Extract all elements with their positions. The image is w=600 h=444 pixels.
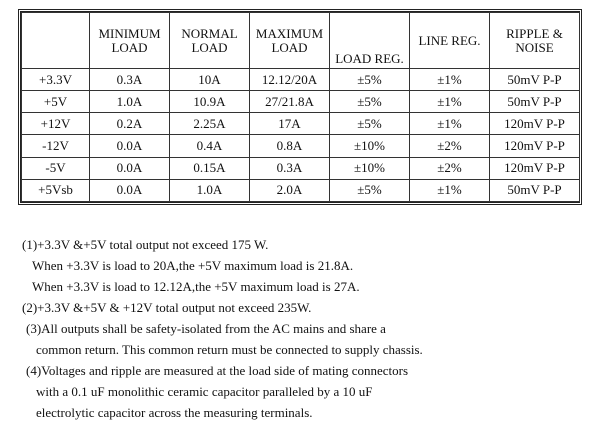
cell-line-reg: ±2% — [409, 134, 490, 158]
table-header-row: MINIMUM LOAD NORMAL LOAD MAXIMUM LOAD LO… — [21, 12, 580, 69]
cell-normal-load: 0.4A — [169, 134, 250, 158]
header-cell-rail — [21, 12, 90, 69]
cell-line-reg: ±1% — [409, 90, 490, 114]
cell-rail: +5Vsb — [21, 178, 90, 203]
output-spec-table: MINIMUM LOAD NORMAL LOAD MAXIMUM LOAD LO… — [21, 12, 580, 203]
cell-maximum-load: 17A — [249, 112, 330, 136]
cell-normal-load: 2.25A — [169, 112, 250, 136]
note-1-detail-a: When +3.3V is load to 20A,the +5V maximu… — [32, 258, 354, 273]
cell-normal-load: 10.9A — [169, 90, 250, 114]
table-row: -12V 0.0A 0.4A 0.8A ±10% ±2% 120mV P-P — [21, 134, 580, 158]
cell-load-reg: ±10% — [329, 134, 410, 158]
header-cell-ripple-noise: RIPPLE & NOISE — [489, 12, 580, 69]
cell-minimum-load: 1.0A — [89, 90, 170, 114]
header-cell-maximum-load: MAXIMUM LOAD — [249, 12, 330, 69]
cell-rail: +5V — [21, 90, 90, 114]
cell-minimum-load: 0.2A — [89, 112, 170, 136]
cell-line-reg: ±2% — [409, 156, 490, 180]
cell-ripple-noise: 50mV P-P — [489, 67, 580, 92]
cell-load-reg: ±5% — [329, 112, 410, 136]
table-row: +12V 0.2A 2.25A 17A ±5% ±1% 120mV P-P — [21, 112, 580, 136]
table-row: +5Vsb 0.0A 1.0A 2.0A ±5% ±1% 50mV P-P — [21, 178, 580, 203]
cell-minimum-load: 0.0A — [89, 134, 170, 158]
cell-load-reg: ±5% — [329, 67, 410, 92]
cell-maximum-load: 0.8A — [249, 134, 330, 158]
cell-normal-load: 10A — [169, 67, 250, 92]
cell-rail: -12V — [21, 134, 90, 158]
header-cell-minimum-load: MINIMUM LOAD — [89, 12, 170, 69]
table-row: +5V 1.0A 10.9A 27/21.8A ±5% ±1% 50mV P-P — [21, 90, 580, 114]
cell-maximum-load: 2.0A — [249, 178, 330, 203]
cell-ripple-noise: 50mV P-P — [489, 178, 580, 203]
note-2: (2)+3.3V &+5V & +12V total output not ex… — [22, 300, 312, 315]
header-cell-line-reg: LINE REG. — [409, 12, 490, 69]
cell-ripple-noise: 120mV P-P — [489, 134, 580, 158]
table-row: +3.3V 0.3A 10A 12.12/20A ±5% ±1% 50mV P-P — [21, 67, 580, 92]
cell-ripple-noise: 50mV P-P — [489, 90, 580, 114]
cell-rail: +3.3V — [21, 67, 90, 92]
cell-line-reg: ±1% — [409, 67, 490, 92]
cell-rail: -5V — [21, 156, 90, 180]
notes-section: (1)+3.3V &+5V total output not exceed 17… — [22, 234, 582, 423]
note-3-continued: common return. This common return must b… — [36, 342, 423, 357]
cell-maximum-load: 12.12/20A — [249, 67, 330, 92]
cell-minimum-load: 0.3A — [89, 67, 170, 92]
cell-rail: +12V — [21, 112, 90, 136]
cell-maximum-load: 27/21.8A — [249, 90, 330, 114]
note-3: (3)All outputs shall be safety-isolated … — [26, 321, 386, 336]
cell-load-reg: ±10% — [329, 156, 410, 180]
note-1: (1)+3.3V &+5V total output not exceed 17… — [22, 237, 269, 252]
header-cell-load-reg: LOAD REG. — [329, 12, 410, 69]
cell-load-reg: ±5% — [329, 178, 410, 203]
cell-normal-load: 0.15A — [169, 156, 250, 180]
cell-line-reg: ±1% — [409, 178, 490, 203]
cell-minimum-load: 0.0A — [89, 178, 170, 203]
cell-load-reg: ±5% — [329, 90, 410, 114]
output-spec-table-frame: MINIMUM LOAD NORMAL LOAD MAXIMUM LOAD LO… — [18, 9, 582, 205]
cell-ripple-noise: 120mV P-P — [489, 112, 580, 136]
cell-maximum-load: 0.3A — [249, 156, 330, 180]
cell-ripple-noise: 120mV P-P — [489, 156, 580, 180]
cell-line-reg: ±1% — [409, 112, 490, 136]
table-row: -5V 0.0A 0.15A 0.3A ±10% ±2% 120mV P-P — [21, 156, 580, 180]
note-4-continued-b: electrolytic capacitor across the measur… — [36, 405, 313, 420]
header-cell-normal-load: NORMAL LOAD — [169, 12, 250, 69]
note-4-continued-a: with a 0.1 uF monolithic ceramic capacit… — [36, 384, 373, 399]
note-1-detail-b: When +3.3V is load to 12.12A,the +5V max… — [32, 279, 360, 294]
note-4: (4)Voltages and ripple are measured at t… — [26, 363, 409, 378]
cell-minimum-load: 0.0A — [89, 156, 170, 180]
cell-normal-load: 1.0A — [169, 178, 250, 203]
